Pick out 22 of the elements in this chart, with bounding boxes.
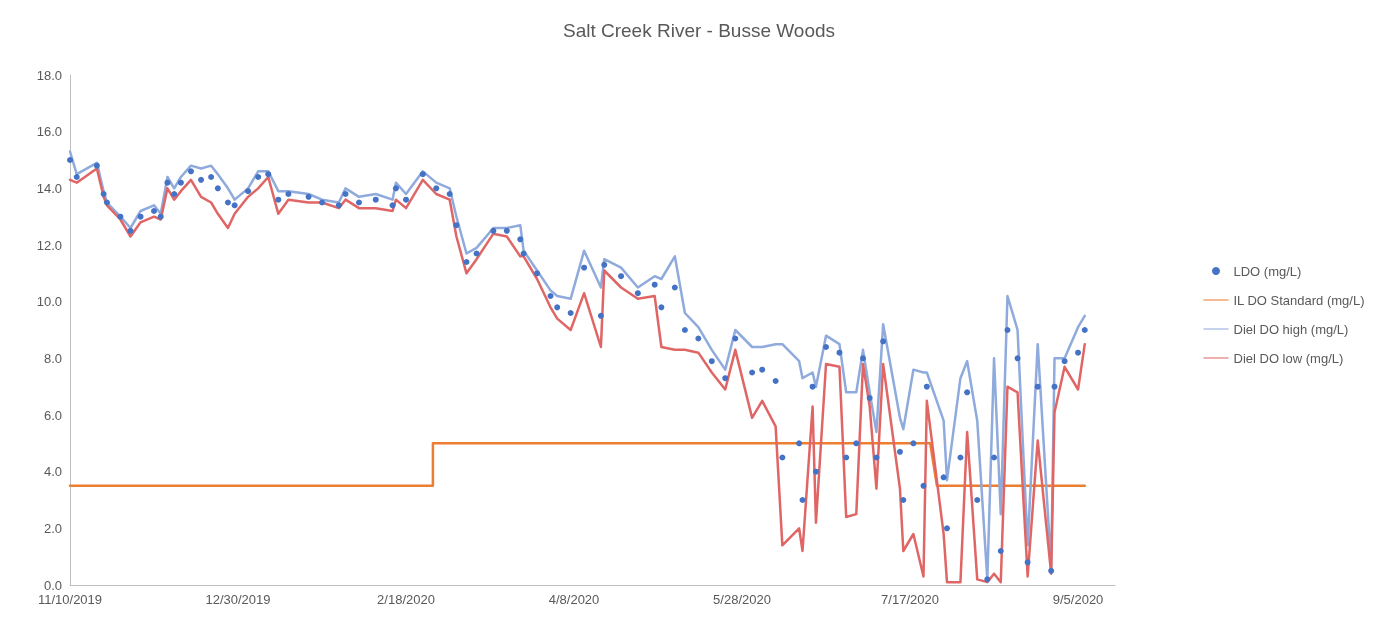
y-tick-label: 16.0 [36,124,62,140]
x-tick-label: 5/28/2020 [713,592,771,607]
y-tick-label: 6.0 [43,407,62,423]
x-tick-label: 4/8/2020 [548,592,600,607]
x-tick-label: 2/18/2020 [377,592,435,607]
y-tick-label: 0.0 [43,577,62,593]
y-tick-label: 10.0 [36,294,62,310]
y-tick-label: 2.0 [43,520,62,536]
y-tick-label: 12.0 [36,237,62,253]
legend-label: Diel DO low (mg/L) [1233,350,1344,366]
y-tick-label: 8.0 [43,350,62,366]
legend-label: Diel DO high (mg/L) [1233,321,1349,337]
y-tick-label: 4.0 [43,464,62,480]
legend-label: IL DO Standard (mg/L) [1233,292,1365,308]
x-tick-label: 11/10/2019 [37,592,103,607]
x-tick-label: 7/17/2020 [881,592,939,607]
y-tick-label: 18.0 [36,67,62,83]
x-tick-label: 9/5/2020 [1052,592,1104,607]
y-tick-label: 14.0 [36,180,62,196]
legend-label: LDO (mg/L) [1233,263,1302,279]
chart-title: Salt Creek River - Busse Woods [562,20,836,41]
x-tick-label: 12/30/2019 [205,592,271,607]
